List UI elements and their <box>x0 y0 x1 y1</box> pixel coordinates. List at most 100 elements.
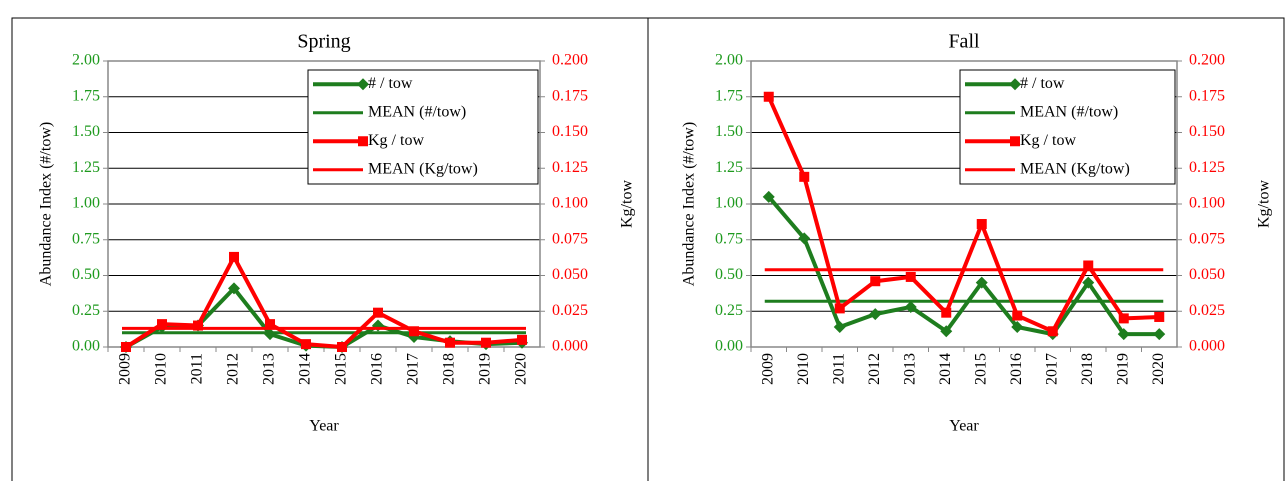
x-tick-label: 2015 <box>333 353 350 385</box>
x-tick-label: 2019 <box>1114 353 1131 385</box>
y-tick-label: 1.00 <box>72 195 100 212</box>
y-axis-label: Abundance Index (#/tow) <box>681 122 698 286</box>
y-axis-label: Abundance Index (#/tow) <box>38 122 55 286</box>
legend-marker <box>358 136 368 147</box>
legend-marker <box>1010 136 1020 147</box>
x-tick-label: 2015 <box>972 353 989 385</box>
point <box>1118 313 1129 324</box>
x-tick-label: 2013 <box>901 353 918 385</box>
x-tick-label: 2016 <box>1008 353 1025 385</box>
point <box>409 326 419 337</box>
y2-tick-label: 0.125 <box>1189 159 1225 176</box>
y2-tick-label: 0.150 <box>1189 123 1225 140</box>
y2-tick-label: 0.200 <box>1189 52 1225 69</box>
y2-tick-label: 0.100 <box>552 195 588 212</box>
point <box>1047 326 1058 337</box>
y-tick-label: 1.75 <box>72 87 100 104</box>
y2-tick-label: 0.000 <box>1189 338 1225 355</box>
y-tick-label: 0.75 <box>715 230 743 247</box>
chart-title: Spring <box>297 31 350 53</box>
legend-label: Kg / tow <box>368 132 424 149</box>
point <box>265 319 275 330</box>
y-tick-label: 2.00 <box>72 52 100 69</box>
point <box>870 276 881 287</box>
series-line <box>124 254 523 349</box>
legend-label: MEAN (#/tow) <box>368 103 466 120</box>
y2-tick-label: 0.175 <box>1189 87 1225 104</box>
legend-box <box>307 69 539 185</box>
point <box>193 320 203 331</box>
y-tick-label: 1.50 <box>715 123 743 140</box>
x-tick-label: 2013 <box>261 353 278 385</box>
point <box>762 190 775 203</box>
x-tick-label: 2016 <box>369 353 386 385</box>
y2-tick-label: 0.050 <box>1189 266 1225 283</box>
point <box>157 319 167 330</box>
chart-title: Fall <box>948 31 980 53</box>
y-tick-label: 1.75 <box>715 87 743 104</box>
x-axis-label: Year <box>309 418 339 435</box>
x-tick-label: 2020 <box>1150 353 1167 385</box>
x-tick-label: 2011 <box>830 353 847 384</box>
y-tick-label: 2.00 <box>715 52 743 69</box>
x-tick-label: 2012 <box>866 353 883 385</box>
legend-box <box>959 69 1176 185</box>
y2-tick-label: 0.025 <box>552 302 588 319</box>
y-tick-label: 1.00 <box>715 195 743 212</box>
x-tick-label: 2010 <box>795 353 812 385</box>
point <box>1154 311 1165 322</box>
point <box>445 337 455 348</box>
point <box>798 232 811 245</box>
point <box>301 339 311 350</box>
y2-tick-label: 0.075 <box>552 230 588 247</box>
point <box>905 271 916 282</box>
y-tick-label: 0.00 <box>72 338 100 355</box>
x-tick-label: 2020 <box>513 353 530 385</box>
point <box>481 337 491 348</box>
point <box>834 303 845 314</box>
point <box>975 276 988 289</box>
y2-tick-label: 0.150 <box>552 123 588 140</box>
y2-tick-label: 0.200 <box>552 52 588 69</box>
y-tick-label: 0.50 <box>72 266 100 283</box>
point <box>799 171 810 182</box>
legend-label: # / tow <box>1020 75 1065 92</box>
y2-tick-label: 0.175 <box>552 87 588 104</box>
y-tick-label: 1.25 <box>715 159 743 176</box>
point <box>1117 328 1130 341</box>
point <box>1083 260 1094 271</box>
y-tick-label: 0.25 <box>715 302 743 319</box>
legend-label: MEAN (#/tow) <box>1020 103 1118 120</box>
x-axis-label: Year <box>949 418 979 435</box>
y-tick-label: 0.00 <box>715 338 743 355</box>
legend-label: MEAN (Kg/tow) <box>368 160 478 177</box>
point <box>517 334 527 345</box>
legend-label: MEAN (Kg/tow) <box>1020 160 1130 177</box>
point <box>763 91 774 102</box>
point <box>1012 310 1023 321</box>
point <box>1011 320 1024 333</box>
legend-marker <box>357 78 369 91</box>
x-tick-label: 2012 <box>225 353 242 385</box>
point <box>229 251 239 262</box>
x-tick-label: 2014 <box>937 353 954 385</box>
x-tick-label: 2017 <box>1043 353 1060 385</box>
point <box>1153 328 1166 341</box>
point <box>121 342 131 352</box>
y-tick-label: 0.75 <box>72 230 100 247</box>
point <box>976 219 987 230</box>
legend-label: # / tow <box>368 75 413 92</box>
y-tick-label: 0.25 <box>72 302 100 319</box>
y2-tick-label: 0.025 <box>1189 302 1225 319</box>
y2-tick-label: 0.100 <box>1189 195 1225 212</box>
x-tick-label: 2019 <box>477 353 494 385</box>
x-tick-label: 2011 <box>189 353 206 384</box>
y2-tick-label: 0.050 <box>552 266 588 283</box>
y2-axis-label: Kg/tow <box>1256 180 1273 228</box>
point <box>228 282 240 295</box>
x-tick-label: 2018 <box>441 353 458 385</box>
y-tick-label: 1.50 <box>72 123 100 140</box>
point <box>1082 276 1095 289</box>
y2-axis-label: Kg/tow <box>619 180 636 228</box>
